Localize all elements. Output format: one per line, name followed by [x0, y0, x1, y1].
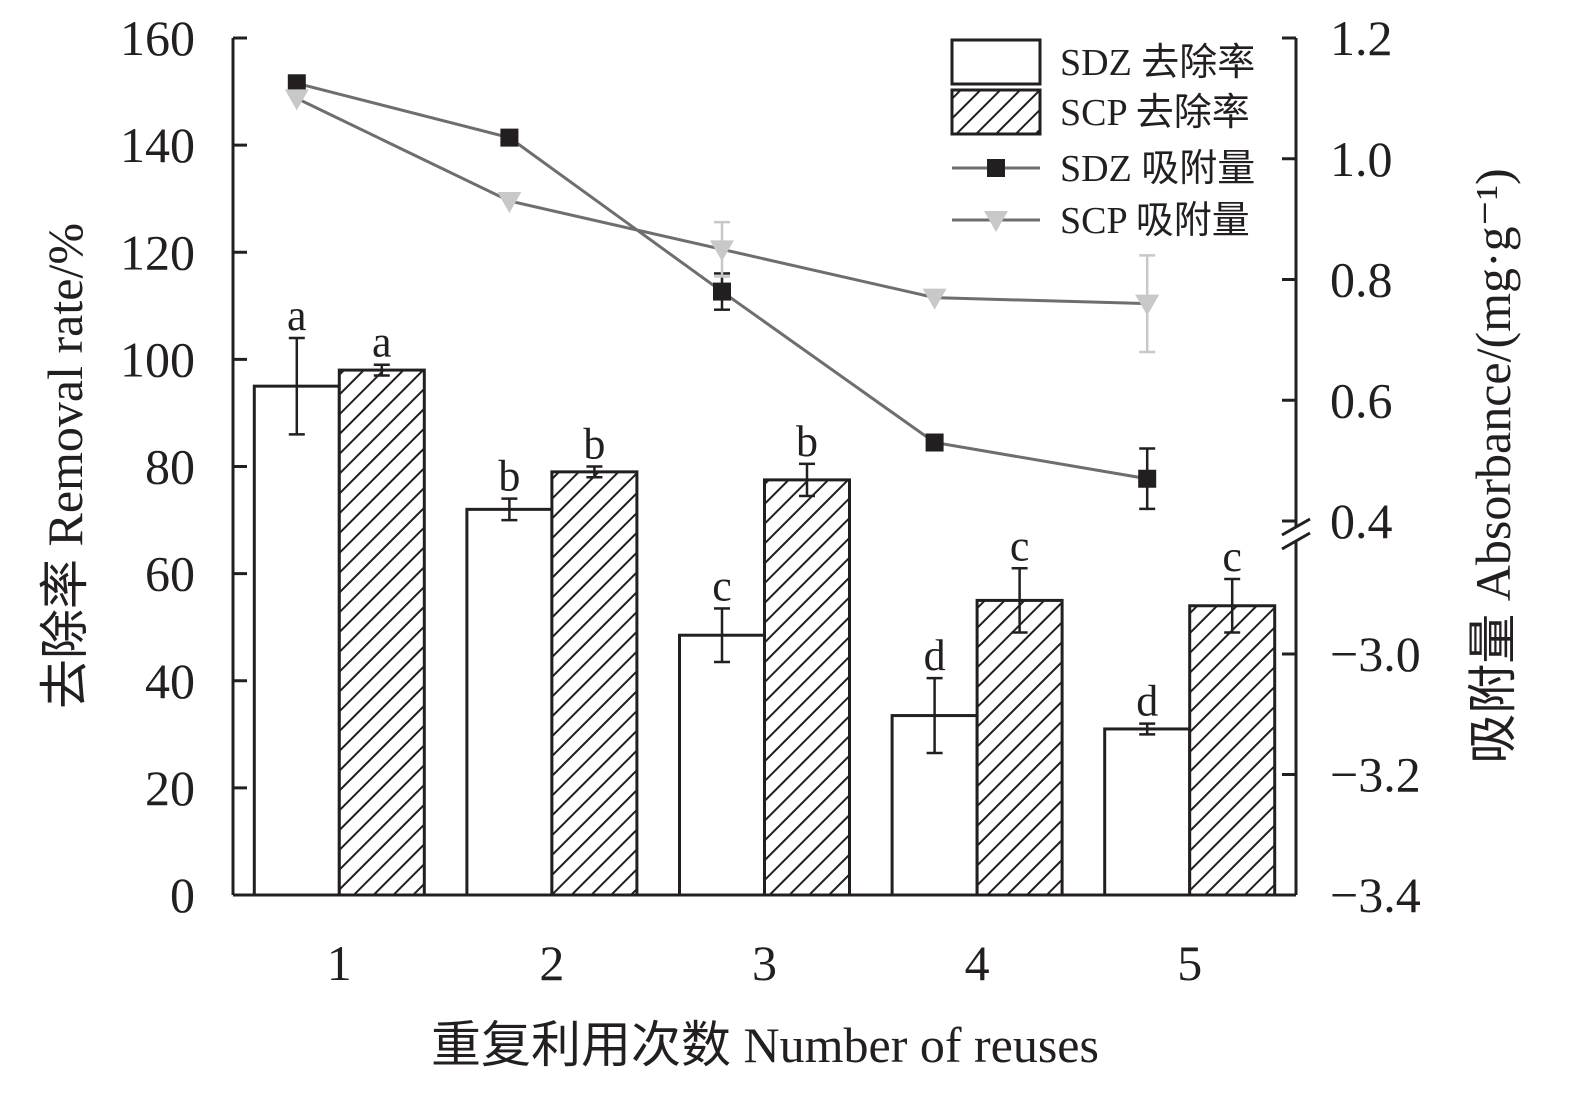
x-tick-label: 1 — [327, 935, 352, 991]
legend-label: SDZ 吸附量 — [1060, 148, 1255, 190]
bar-sdz-2 — [465, 507, 554, 897]
x-tick-label: 5 — [1177, 935, 1202, 991]
significance-letter: d — [924, 631, 946, 680]
significance-letter: c — [712, 561, 732, 610]
bar-scp-3 — [763, 478, 851, 897]
significance-letter: c — [1222, 532, 1242, 581]
y2-tick-label: −3.0 — [1330, 626, 1421, 682]
significance-letter: b — [583, 420, 605, 469]
significance-letter: d — [1136, 677, 1158, 726]
y-tick-label: 100 — [120, 331, 195, 387]
y2-tick-label: 1.0 — [1330, 131, 1393, 187]
legend-marker — [987, 159, 1005, 177]
scp-marker — [284, 89, 309, 111]
y-tick-label: 80 — [145, 439, 195, 495]
significance-letter: b — [796, 417, 818, 466]
significance-letter: a — [372, 318, 392, 367]
bar-sdz-3 — [678, 633, 766, 897]
legend-label: SCP 吸附量 — [1060, 200, 1250, 242]
sdz-marker — [1138, 469, 1157, 488]
bar-sdz-5 — [1103, 727, 1192, 897]
legend-label: SCP 去除率 — [1060, 92, 1250, 134]
scp-marker — [497, 192, 522, 214]
y-tick-label: 60 — [145, 546, 195, 602]
y2-tick-label: 0.4 — [1330, 493, 1393, 549]
y-tick-label: 20 — [145, 760, 195, 816]
y2-tick-label: 1.2 — [1330, 10, 1393, 66]
legend-swatch — [950, 38, 1042, 86]
legend-marker — [984, 211, 1008, 232]
axis-break-mark — [1281, 517, 1311, 537]
sdz-marker — [287, 74, 306, 93]
bar-scp-2 — [550, 470, 639, 897]
significance-letter: c — [1010, 521, 1030, 570]
sdz-marker — [925, 433, 944, 452]
lines-layer — [284, 74, 1160, 511]
sdz-marker — [500, 128, 519, 147]
scp-marker — [710, 240, 734, 262]
x-tick-label: 4 — [965, 935, 990, 991]
significance-letter: a — [287, 291, 307, 340]
y-tick-label: 160 — [120, 10, 195, 66]
y2-tick-label: −3.4 — [1330, 867, 1421, 923]
y-tick-label: 120 — [120, 224, 195, 280]
legend-swatch — [950, 88, 1042, 136]
y2-axis-title: 吸附量 Absorbance/(mg·g⁻¹) — [1465, 168, 1521, 763]
y2-tick-label: 0.8 — [1330, 252, 1393, 308]
significance-letter: b — [498, 452, 520, 501]
bar-scp-4 — [975, 598, 1064, 897]
x-axis-title: 重复利用次数 Number of reuses — [431, 1017, 1099, 1073]
x-tick-label: 3 — [752, 935, 777, 991]
scp-marker — [922, 288, 947, 310]
axis-break-mark — [1281, 531, 1311, 551]
y2-tick-label: 0.6 — [1330, 372, 1393, 428]
y-axis-title: 去除率 Removal rate/% — [37, 223, 93, 709]
y-tick-label: 140 — [120, 117, 195, 173]
y-tick-label: 0 — [170, 867, 195, 923]
scp-marker — [1135, 294, 1160, 316]
x-tick-label: 2 — [539, 935, 564, 991]
axes-layer: 重复利用次数 Number of reuses 去除率 Removal rate… — [37, 10, 1521, 1073]
y-tick-label: 40 — [145, 653, 195, 709]
y2-tick-label: −3.2 — [1330, 747, 1421, 803]
bars-layer: a b c d d a b b c c — [252, 291, 1277, 897]
legend-label: SDZ 去除率 — [1060, 42, 1255, 84]
sdz-marker — [713, 282, 731, 301]
legend: SDZ 去除率 SCP 去除率 SDZ 吸附量 SCP 吸附量 — [950, 38, 1255, 242]
bar-scp-5 — [1188, 604, 1277, 897]
bar-scp-1 — [337, 368, 426, 897]
bar-sdz-1 — [252, 384, 341, 897]
